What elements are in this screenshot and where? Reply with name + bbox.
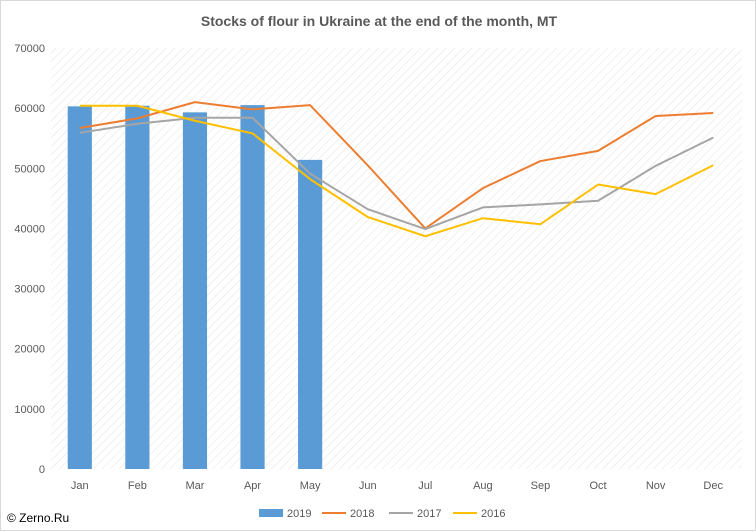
line-series-2018	[79, 101, 714, 230]
x-tick-label: Mar	[185, 480, 204, 492]
y-tick-label: 0	[39, 464, 45, 476]
x-tick-label: Feb	[128, 480, 147, 492]
y-tick-label: 40000	[14, 223, 45, 235]
y-tick-label: 20000	[14, 344, 45, 356]
bar-2019-mar	[182, 112, 208, 470]
x-tick-label: Sep	[531, 480, 551, 492]
credit-text: © Zerno.Ru	[7, 511, 70, 525]
x-tick-label: May	[300, 480, 321, 492]
bar-2019-feb	[125, 105, 150, 469]
y-tick-label: 70000	[14, 43, 45, 55]
legend-label-2017: 2017	[417, 508, 441, 520]
legend-swatch-2019	[259, 509, 283, 517]
x-tick-label: Jan	[71, 480, 89, 492]
x-tick-label: Nov	[646, 480, 666, 492]
y-tick-label: 10000	[14, 404, 45, 416]
x-tick-label: Dec	[703, 480, 723, 492]
x-tick-label: Aug	[473, 480, 493, 492]
plot-area	[51, 48, 742, 469]
y-tick-label: 50000	[14, 163, 45, 175]
x-tick-label: Apr	[244, 480, 261, 492]
x-tick-label: Jun	[359, 480, 377, 492]
legend-label-2016: 2016	[481, 508, 505, 520]
x-tick-label: Oct	[589, 480, 606, 492]
bar-2019-apr	[240, 105, 265, 469]
legend-label-2019: 2019	[287, 508, 311, 520]
x-tick-label: Jul	[418, 480, 432, 492]
line-series-2016	[79, 104, 714, 238]
y-tick-label: 30000	[14, 284, 45, 296]
legend-label-2018: 2018	[350, 508, 374, 520]
bar-2019-jan	[67, 106, 92, 470]
bar-2019-may	[298, 159, 323, 469]
chart-title: Stocks of flour in Ukraine at the end of…	[200, 13, 558, 29]
y-tick-label: 60000	[14, 103, 45, 115]
